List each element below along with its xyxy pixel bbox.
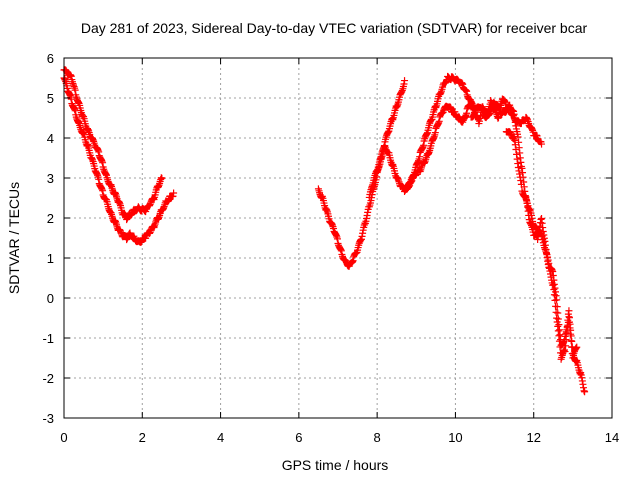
y-tick-label: 0 (47, 291, 54, 306)
x-tick-label: 12 (526, 430, 540, 445)
x-tick-label: 0 (60, 430, 67, 445)
plus-markers (502, 128, 581, 362)
y-tick-label: 2 (47, 211, 54, 226)
series-segment-2-d (467, 98, 589, 396)
y-tick-label: 1 (47, 251, 54, 266)
axis-ticks (63, 57, 613, 419)
plot-frame (63, 57, 613, 419)
y-axis-label: SDTVAR / TECUs (6, 182, 22, 294)
x-axis-label: GPS time / hours (282, 457, 389, 473)
y-tick-label: -3 (42, 411, 54, 426)
x-tick-label: 8 (374, 430, 381, 445)
x-tick-label: 6 (295, 430, 302, 445)
plus-markers (467, 98, 589, 396)
y-tick-label: -2 (42, 371, 54, 386)
y-tick-label: 4 (47, 131, 54, 146)
x-tick-labels: 0 2 4 6 8 10 12 14 (60, 430, 619, 445)
series-segment-2-e (502, 128, 581, 362)
y-tick-label: 5 (47, 91, 54, 106)
x-tick-label: 10 (448, 430, 462, 445)
x-tick-label: 14 (605, 430, 619, 445)
x-tick-label: 4 (217, 430, 224, 445)
x-tick-label: 2 (139, 430, 146, 445)
data-points (60, 66, 589, 396)
plus-markers (60, 66, 166, 224)
y-tick-label: 3 (47, 171, 54, 186)
series-segment-1-upper (60, 66, 166, 224)
chart-title: Day 281 of 2023, Sidereal Day-to-day VTE… (81, 20, 588, 36)
y-tick-label: 6 (47, 51, 54, 66)
y-tick-label: -1 (42, 331, 54, 346)
y-tick-labels: -3 -2 -1 0 1 2 3 4 5 6 (42, 51, 54, 426)
